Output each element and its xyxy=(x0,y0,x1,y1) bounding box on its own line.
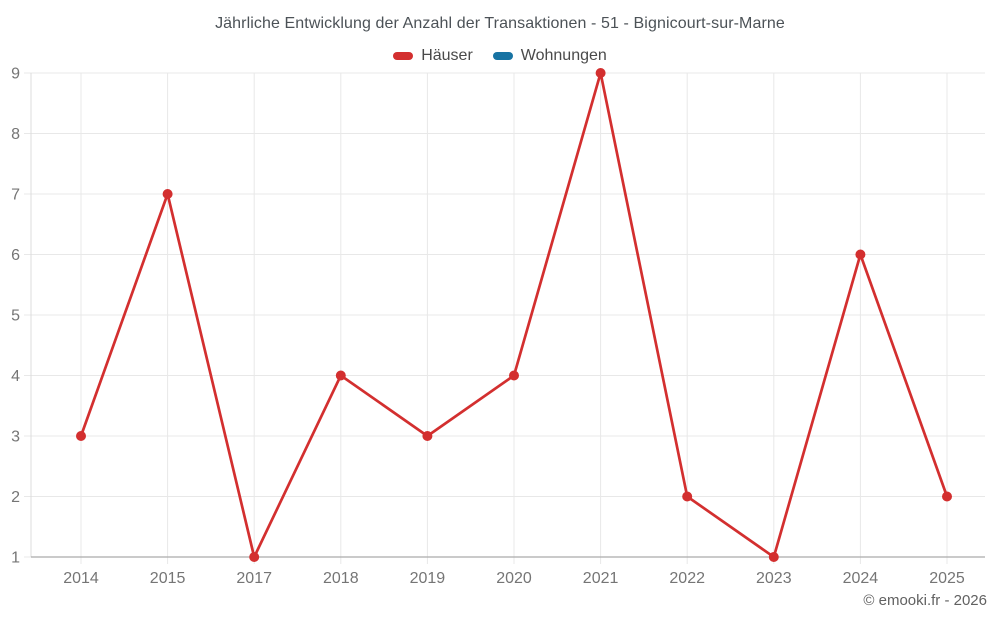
legend-item-wohnungen[interactable]: Wohnungen xyxy=(492,47,607,65)
data-point[interactable] xyxy=(942,491,952,502)
y-tick-label: 6 xyxy=(11,247,20,264)
x-tick-label: 2017 xyxy=(236,570,272,587)
data-point[interactable] xyxy=(682,491,693,502)
y-tick-label: 8 xyxy=(11,126,20,143)
y-tick-label: 9 xyxy=(11,66,20,83)
copyright-text: © emooki.fr - 2026 xyxy=(863,592,987,609)
y-tick-label: 7 xyxy=(11,187,20,204)
y-tick-label: 4 xyxy=(11,368,20,385)
legend-item-haeuser[interactable]: Häuser xyxy=(393,47,473,65)
x-tick-label: 2023 xyxy=(756,570,792,587)
data-point[interactable] xyxy=(76,431,86,441)
legend-swatch-haeuser-icon xyxy=(393,52,414,60)
x-tick-label: 2019 xyxy=(410,570,446,587)
data-point[interactable] xyxy=(595,68,606,78)
x-tick-label: 2015 xyxy=(150,570,186,587)
data-point[interactable] xyxy=(509,370,519,381)
legend-label-wohnungen: Wohnungen xyxy=(520,47,607,64)
x-tick-label: 2018 xyxy=(323,570,359,587)
y-tick-label: 3 xyxy=(11,429,20,446)
x-tick-label: 2022 xyxy=(669,570,705,587)
data-point[interactable] xyxy=(768,552,779,562)
y-tick-label: 5 xyxy=(11,308,20,325)
legend-label-haeuser: Häuser xyxy=(421,47,473,64)
data-point[interactable] xyxy=(162,189,173,199)
x-tick-label: 2021 xyxy=(583,570,619,587)
x-tick-label: 2014 xyxy=(63,570,99,587)
chart-legend: Häuser Wohnungen xyxy=(0,46,1000,66)
y-tick-label: 2 xyxy=(11,489,20,506)
x-tick-label: 2020 xyxy=(496,570,532,587)
x-tick-label: 2024 xyxy=(843,570,879,587)
data-point[interactable] xyxy=(422,431,433,441)
data-point[interactable] xyxy=(335,370,346,381)
data-point[interactable] xyxy=(855,249,866,260)
x-tick-label: 2025 xyxy=(929,570,965,587)
y-tick-label: 1 xyxy=(11,550,20,567)
legend-swatch-wohnungen-icon xyxy=(492,52,513,60)
chart-title: Jährliche Entwicklung der Anzahl der Tra… xyxy=(215,15,785,32)
data-point[interactable] xyxy=(249,552,260,562)
